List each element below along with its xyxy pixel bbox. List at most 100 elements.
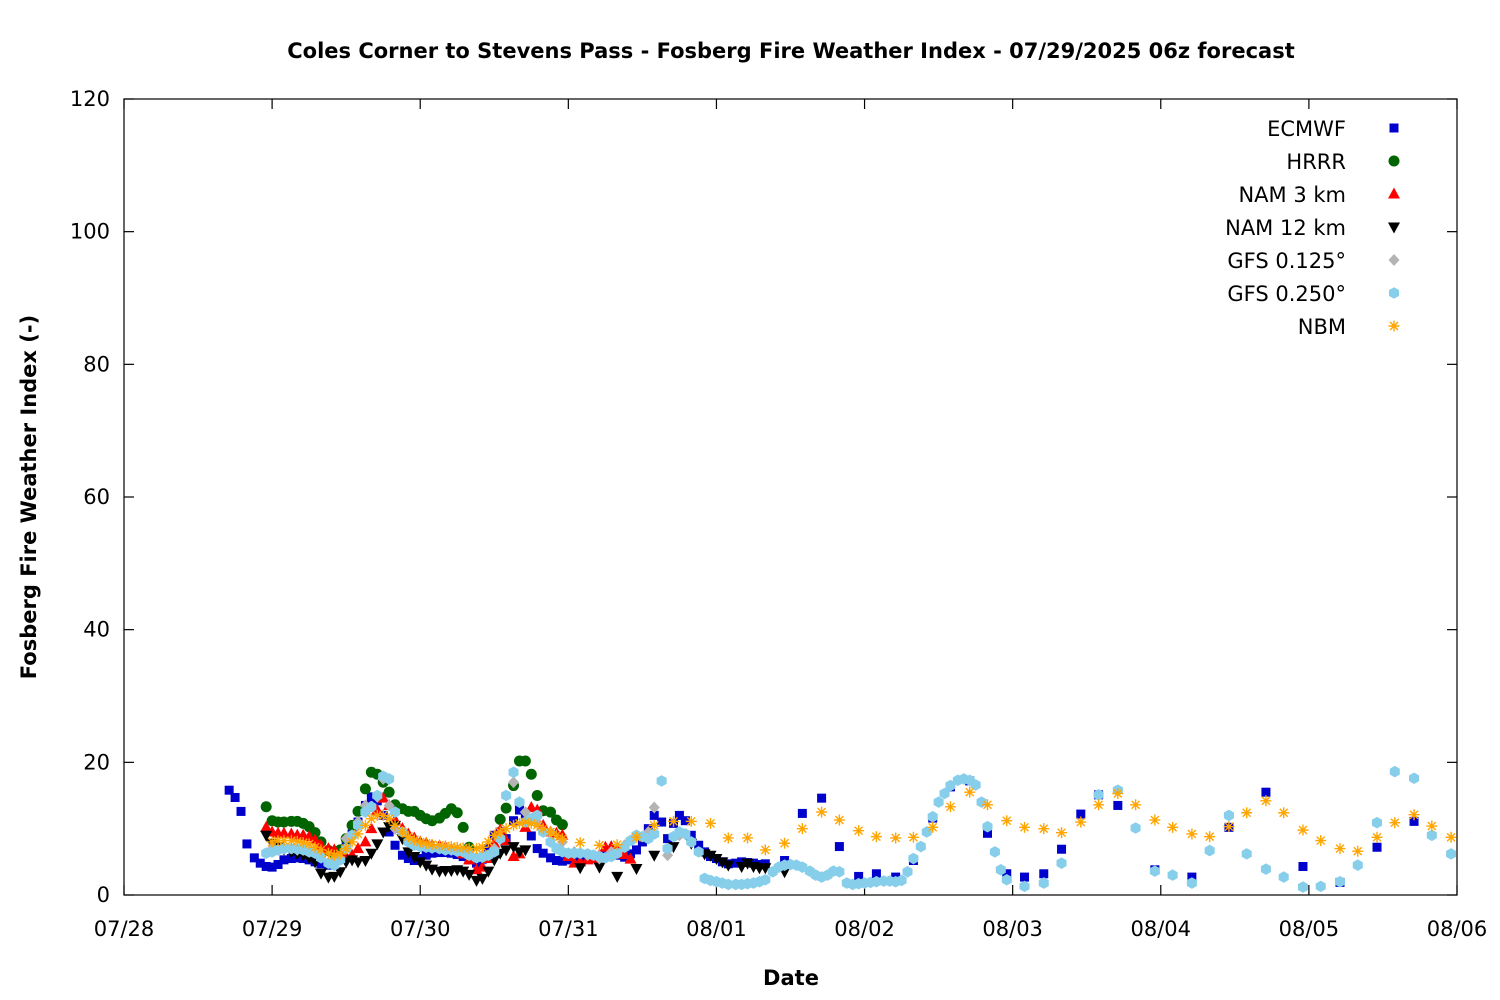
data-point	[907, 831, 919, 843]
data-point	[224, 785, 234, 795]
x-tick-label: 08/02	[834, 917, 895, 941]
data-point	[631, 845, 641, 855]
data-point	[663, 834, 673, 844]
data-point	[1204, 831, 1216, 843]
data-point	[735, 861, 748, 873]
data-point	[359, 856, 372, 868]
data-point	[1019, 880, 1030, 893]
data-point	[260, 820, 273, 832]
data-point	[1409, 816, 1419, 826]
data-point	[574, 863, 587, 875]
data-point	[340, 843, 352, 855]
data-point	[674, 810, 684, 820]
data-point	[834, 865, 845, 878]
data-point	[927, 821, 939, 833]
data-point	[593, 839, 605, 851]
data-point	[457, 842, 469, 854]
data-point	[383, 813, 395, 825]
data-point	[273, 859, 283, 869]
data-point	[964, 786, 976, 798]
data-point	[989, 846, 1000, 858]
data-point	[526, 831, 536, 841]
data-point	[1093, 789, 1104, 801]
data-point	[1241, 807, 1253, 819]
data-point	[476, 873, 489, 885]
data-point	[519, 816, 531, 828]
data-point	[656, 775, 667, 787]
data-point	[538, 848, 548, 858]
y-tick-label: 20	[83, 750, 110, 774]
data-point	[816, 806, 828, 818]
legend: ECMWF HRRR NAM 3 km NAM 12 km GFS 0.125° GFS …	[1225, 117, 1400, 339]
data-point	[1446, 848, 1457, 860]
data-point	[408, 834, 420, 846]
data-point	[939, 787, 950, 800]
data-point	[556, 819, 568, 831]
data-point	[272, 835, 284, 847]
data-point	[531, 819, 543, 831]
data-point	[896, 874, 907, 887]
data-point	[722, 860, 735, 872]
data-point	[285, 835, 297, 847]
data-point	[1372, 842, 1382, 852]
data-point	[346, 836, 358, 848]
data-point	[508, 819, 520, 831]
data-point	[500, 845, 513, 857]
data-point	[514, 805, 524, 815]
data-point	[1149, 865, 1160, 877]
legend-label: NAM 3 km	[1238, 183, 1346, 207]
data-point	[704, 850, 717, 862]
data-point	[1113, 800, 1123, 810]
data-point	[514, 796, 525, 808]
data-point	[545, 806, 557, 818]
data-point	[267, 862, 277, 872]
data-point	[260, 801, 272, 813]
data-point	[328, 849, 340, 861]
series-3	[260, 820, 791, 887]
data-point	[1039, 869, 1049, 879]
data-point	[1409, 772, 1420, 785]
data-point	[352, 842, 365, 854]
data-point	[1130, 822, 1141, 834]
y-tick-label: 80	[83, 352, 110, 376]
data-point	[1020, 872, 1030, 882]
data-point	[834, 842, 844, 852]
data-point	[314, 868, 327, 880]
data-point	[933, 796, 944, 808]
y-tick-label: 100	[70, 220, 110, 244]
y-tick-label: 0	[97, 883, 110, 907]
legend-marker	[1388, 254, 1400, 266]
data-point	[532, 844, 542, 854]
data-point	[545, 826, 557, 838]
data-point	[759, 844, 771, 856]
data-point	[365, 848, 378, 860]
data-point	[383, 786, 395, 798]
data-point	[352, 828, 364, 840]
data-point	[1389, 817, 1401, 829]
data-point	[1352, 859, 1363, 871]
data-point	[389, 819, 401, 831]
data-point	[420, 860, 433, 872]
data-point	[817, 793, 827, 803]
data-point	[1408, 809, 1420, 821]
data-point	[471, 843, 483, 855]
data-point	[556, 833, 568, 845]
legend-marker	[1388, 187, 1400, 199]
data-point	[260, 830, 273, 842]
chart-title: Coles Corner to Stevens Pass - Fosberg F…	[287, 39, 1294, 63]
data-point	[297, 837, 309, 849]
data-point	[1334, 875, 1346, 888]
series-6	[266, 786, 1457, 861]
data-point	[396, 826, 408, 838]
legend-marker	[1388, 320, 1400, 332]
data-point	[277, 826, 290, 838]
data-point	[742, 832, 754, 844]
data-point	[421, 850, 431, 860]
legend-marker	[1388, 222, 1400, 234]
data-point	[525, 768, 537, 780]
data-point	[649, 828, 660, 840]
axis-ticks	[123, 98, 1458, 896]
data-point	[853, 825, 865, 837]
data-point	[1223, 821, 1235, 833]
data-point	[1241, 848, 1252, 860]
